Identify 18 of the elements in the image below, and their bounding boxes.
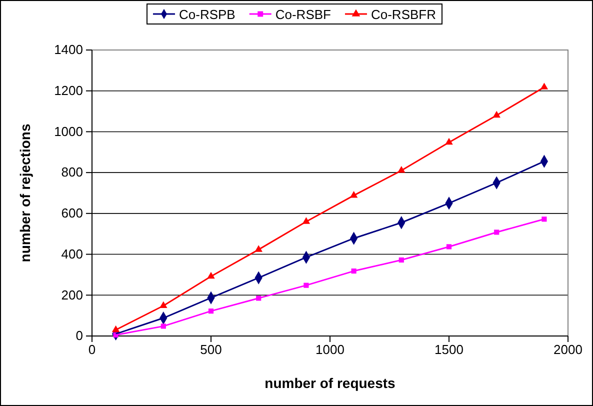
x-tick-label: 1500 <box>434 342 464 358</box>
y-tick-label: 0 <box>76 328 83 344</box>
y-tick-label: 1400 <box>54 42 83 58</box>
y-tick-label: 600 <box>61 206 83 221</box>
y-tick-label: 1200 <box>54 83 83 98</box>
y-tick-label: 1000 <box>54 124 83 139</box>
x-tick-label: 0 <box>88 342 96 358</box>
x-tick-label: 500 <box>200 342 222 358</box>
x-tick-label: 2000 <box>554 342 582 358</box>
y-axis-title: number of rejections <box>17 124 33 262</box>
y-tick-label: 800 <box>61 164 83 180</box>
legend-label: Co-RSBF <box>275 7 332 22</box>
x-tick-label: 1000 <box>316 342 344 358</box>
y-tick-label: 200 <box>61 287 83 302</box>
x-axis-title: number of requests <box>264 375 396 391</box>
legend-label: Co-RSBFR <box>370 7 436 22</box>
legend-label: Co-RSPB <box>179 7 236 22</box>
y-tick-label: 400 <box>61 246 83 262</box>
